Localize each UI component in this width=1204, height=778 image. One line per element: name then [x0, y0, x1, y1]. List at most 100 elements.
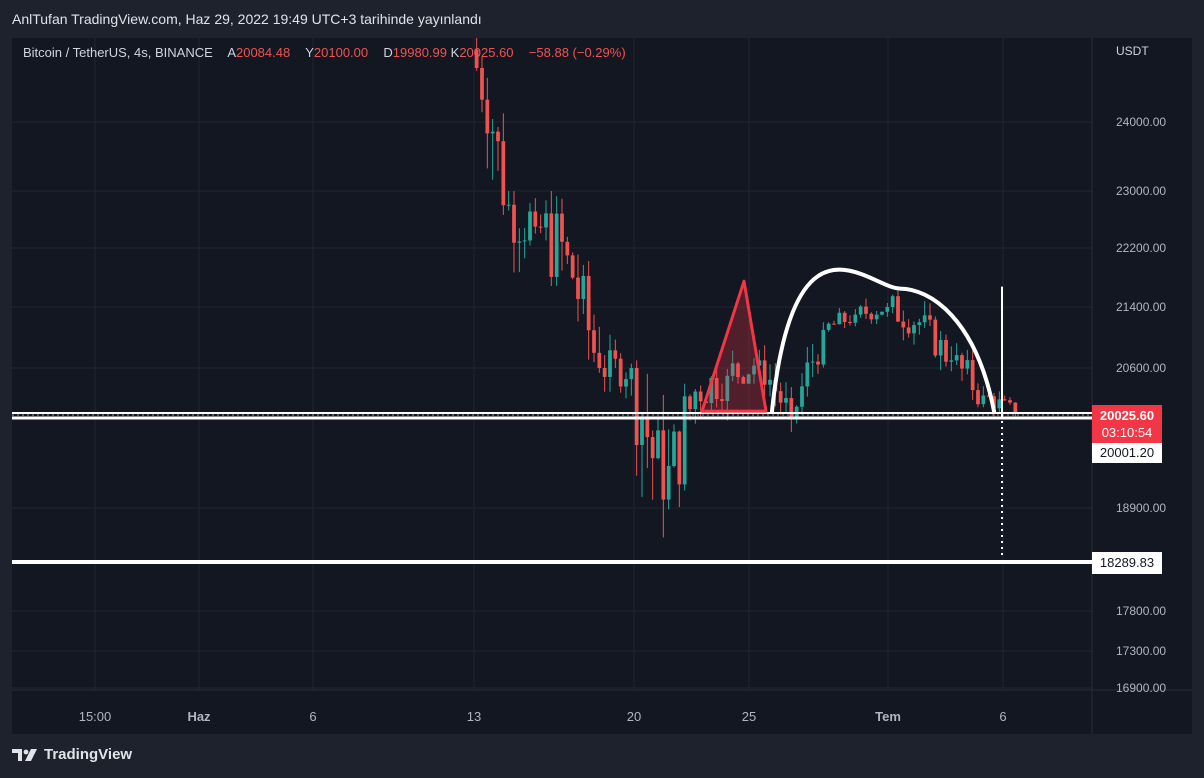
- candle-body: [517, 241, 522, 243]
- candle-body: [586, 275, 591, 331]
- candle-body: [848, 321, 852, 323]
- drawings[interactable]: [12, 267, 1092, 564]
- low-label: D: [383, 45, 393, 60]
- candle-body: [677, 431, 682, 485]
- price-tick-label: 16900.00: [1116, 681, 1166, 695]
- candle-body: [528, 211, 532, 241]
- candle-body: [592, 330, 596, 353]
- candle-body: [730, 363, 735, 376]
- candle-body: [981, 395, 986, 405]
- candle-body: [789, 398, 794, 420]
- price-tick-label: 17800.00: [1116, 604, 1166, 618]
- candle-body: [768, 379, 772, 385]
- candle-body: [752, 365, 756, 375]
- last-price-tag: 20025.60 03:10:54: [1092, 405, 1162, 443]
- candle-body: [928, 315, 932, 320]
- time-tick-label: 20: [627, 709, 641, 724]
- candle-body: [970, 360, 975, 391]
- high-label: Y: [305, 45, 314, 60]
- price-chart[interactable]: 24000.00 23000.00 22200.00 21400.00 20600.00…: [12, 38, 1192, 734]
- time-tick-label: 13: [467, 709, 481, 724]
- time-tick-label: 6: [309, 709, 316, 724]
- candle-body: [810, 361, 815, 363]
- candle-body: [762, 360, 767, 385]
- candle-body: [624, 379, 628, 387]
- candle-body: [640, 416, 644, 446]
- candle-body: [890, 296, 895, 307]
- candle-body: [480, 67, 484, 100]
- candle-body: [581, 275, 586, 299]
- candle-body: [650, 437, 655, 459]
- candle-body: [1002, 399, 1007, 401]
- candle-body: [597, 352, 602, 368]
- candle-body: [693, 391, 698, 410]
- time-tick-label: Haz: [187, 709, 211, 724]
- rounded-top-arc: [770, 267, 996, 414]
- candle-body: [629, 368, 634, 380]
- candle-body: [512, 204, 516, 243]
- candle-body: [1008, 400, 1012, 403]
- candle-body: [698, 391, 703, 402]
- candle-body: [938, 339, 943, 356]
- candle-body: [826, 323, 831, 330]
- candle-body: [634, 368, 639, 446]
- close-label: K: [450, 45, 460, 60]
- candle-body: [720, 399, 724, 402]
- candle-body: [661, 430, 666, 500]
- support-lower-tag: 18289.83: [1092, 552, 1162, 574]
- candle-body: [842, 312, 847, 322]
- candle-body: [821, 329, 826, 365]
- tradingview-logo-icon: [12, 748, 37, 761]
- support-upper-value: 20001.20: [1099, 445, 1155, 460]
- tick-labels: 24000.00 23000.00 22200.00 21400.00 20600.00…: [79, 115, 1167, 724]
- candle-body: [608, 350, 612, 377]
- price-tick-label: 17300.00: [1116, 644, 1166, 658]
- time-tick-label: 15:00: [79, 709, 112, 724]
- open-value: 20084.48: [235, 45, 291, 60]
- candle-body: [965, 360, 970, 369]
- candle-body: [570, 255, 575, 278]
- candle-body: [565, 241, 570, 256]
- price-tick-label: 21400.00: [1116, 300, 1166, 314]
- candle-body: [714, 378, 719, 400]
- high-value: 20100.00: [313, 45, 369, 60]
- candle-body: [736, 363, 740, 378]
- candle-body: [944, 339, 948, 362]
- candle-body: [645, 416, 650, 438]
- candle-body: [816, 361, 820, 365]
- candle-body: [746, 374, 751, 384]
- candle-body: [576, 277, 580, 299]
- candle-body: [682, 396, 687, 485]
- candle-body: [533, 211, 538, 227]
- candle-body: [912, 325, 916, 334]
- candle-body: [602, 368, 607, 377]
- candle-body: [901, 321, 906, 328]
- candle-body: [837, 312, 842, 325]
- candle-body: [522, 240, 527, 242]
- support-lower-value: 18289.83: [1099, 555, 1155, 570]
- currency-label: USDT: [1116, 44, 1149, 58]
- price-tick-label: 22200.00: [1116, 241, 1166, 255]
- candle-body: [538, 226, 543, 228]
- candle-body: [544, 213, 548, 228]
- candle-body: [618, 358, 623, 387]
- candle-body: [906, 327, 911, 334]
- candle-body: [954, 355, 959, 361]
- candle-body: [784, 398, 788, 403]
- price-tick-label: 24000.00: [1116, 115, 1166, 129]
- tradingview-logo-text: TradingView: [44, 746, 133, 763]
- price-tick-label: 20600.00: [1116, 361, 1166, 375]
- candle-body: [960, 355, 964, 369]
- candle-body: [858, 306, 863, 315]
- tradingview-logo[interactable]: TradingView: [12, 746, 132, 763]
- candle-body: [933, 319, 938, 356]
- candle-body: [549, 213, 554, 277]
- candle-body: [864, 306, 868, 314]
- chart-pane[interactable]: 24000.00 23000.00 22200.00 21400.00 20600.00…: [12, 38, 1192, 734]
- low-value: 19980.99: [392, 45, 448, 60]
- candle-body: [474, 49, 479, 68]
- publisher-text: AnlTufan TradingView.com, Haz 29, 2022 1…: [12, 11, 482, 27]
- time-tick-label: Tem: [875, 709, 901, 724]
- candle-body: [805, 362, 810, 387]
- support-upper-tag: 20001.20: [1092, 443, 1162, 463]
